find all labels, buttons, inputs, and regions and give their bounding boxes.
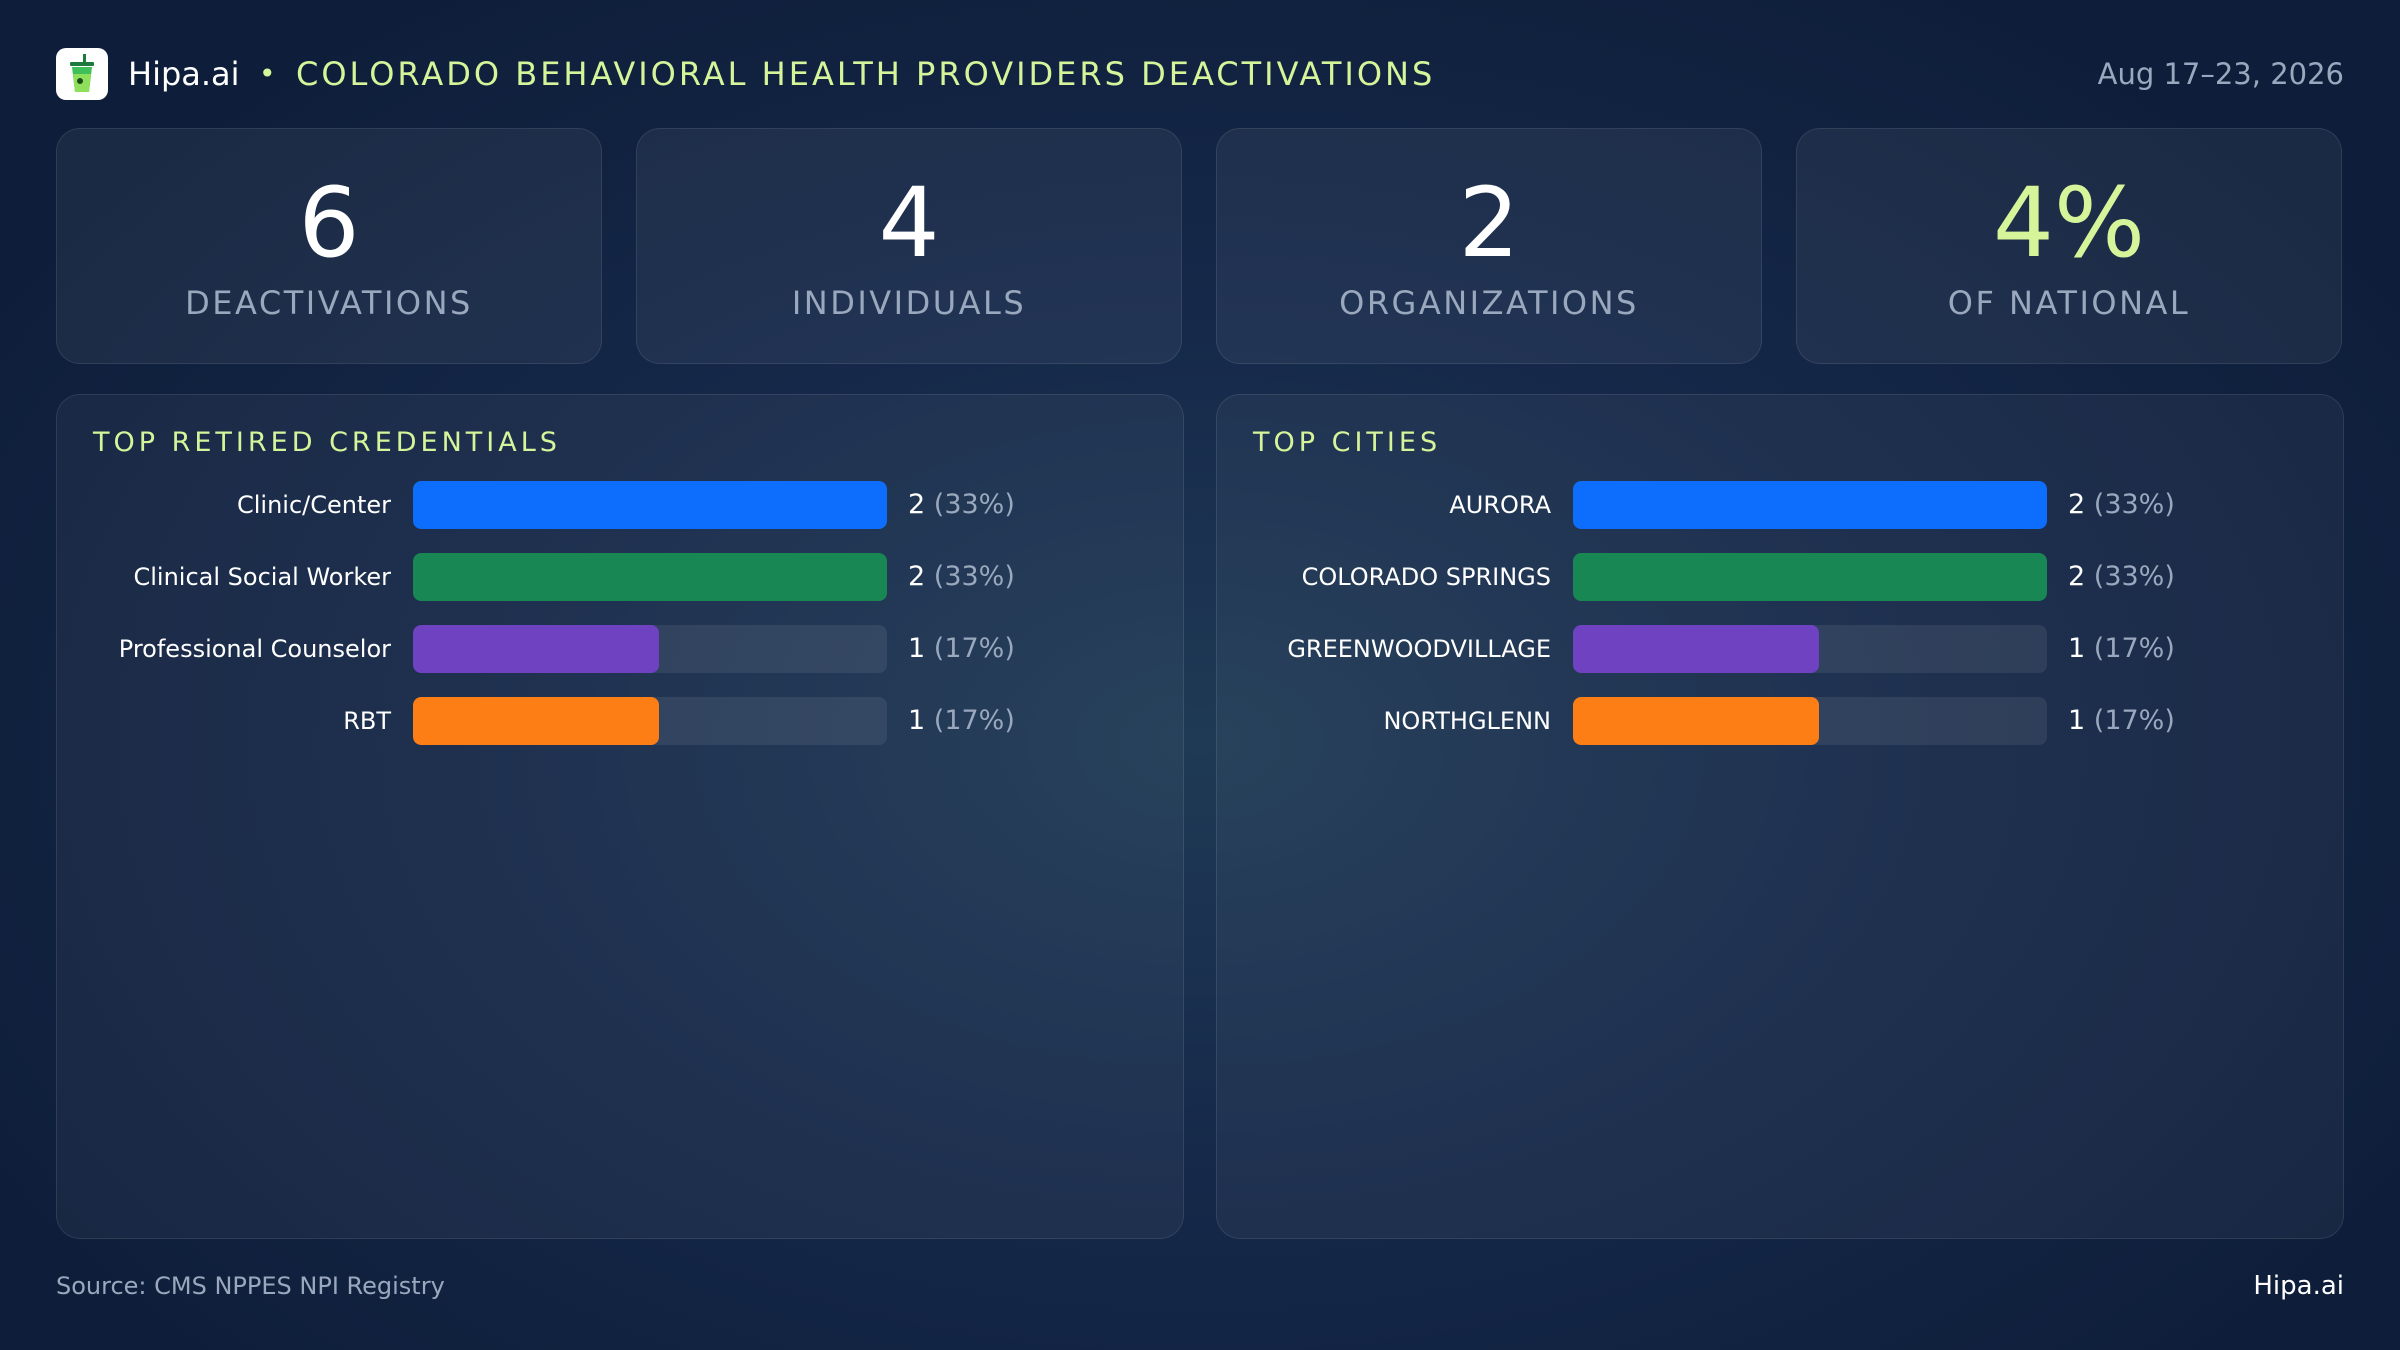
bar-value: 2 (908, 489, 926, 520)
bar-value-label: 2 (33%) (2068, 481, 2175, 529)
separator-dot: • (259, 57, 276, 90)
kpi-value: 6 (298, 167, 360, 279)
header: Hipa.ai • COLORADO BEHAVIORAL HEALTH PRO… (56, 48, 2344, 100)
bar-category-label: Clinical Social Worker (133, 563, 391, 591)
footer-brand: Hipa.ai (2253, 1271, 2344, 1301)
logo (56, 48, 108, 100)
date-range: Aug 17–23, 2026 (2097, 57, 2344, 91)
chart-panel-cities: TOP CITIES AURORA 2 (33%) COLORADO SPRINGS… (1216, 394, 2344, 1239)
bar (1573, 553, 2047, 601)
bar-track (1573, 625, 2047, 673)
bar (413, 625, 659, 673)
bar-row: RBT 1 (17%) (57, 697, 1183, 745)
bar-row: Clinic/Center 2 (33%) (57, 481, 1183, 529)
kpi-label: INDIVIDUALS (791, 284, 1027, 322)
bar-value: 2 (2068, 489, 2086, 520)
bar-track (1573, 553, 2047, 601)
bar-row: Clinical Social Worker 2 (33%) (57, 553, 1183, 601)
bar-row: GREENWOODVILLAGE 1 (17%) (1217, 625, 2343, 673)
bar-track (1573, 697, 2047, 745)
kpi-label: OF NATIONAL (1947, 284, 2191, 322)
bar-value-label: 1 (17%) (908, 697, 1015, 745)
bar-value: 1 (2068, 705, 2086, 736)
bar-percent: (33%) (933, 561, 1015, 592)
bar-value: 1 (908, 633, 926, 664)
bar-category-label: Professional Counselor (118, 635, 391, 663)
chart-panel-credentials: TOP RETIRED CREDENTIALS Clinic/Center 2 (… (56, 394, 1184, 1239)
bar-track (413, 553, 887, 601)
kpi-label: DEACTIVATIONS (185, 284, 473, 322)
chart-title: TOP RETIRED CREDENTIALS (93, 427, 561, 458)
bar-track (1573, 481, 2047, 529)
bar-track (413, 625, 887, 673)
kpi-value: 4 (878, 167, 940, 279)
bar-percent: (33%) (2093, 561, 2175, 592)
bar-row: COLORADO SPRINGS 2 (33%) (1217, 553, 2343, 601)
bar-category-label: RBT (343, 707, 391, 735)
bar-percent: (17%) (2093, 633, 2175, 664)
bar-category-label: NORTHGLENN (1383, 707, 1551, 735)
bar-percent: (17%) (933, 705, 1015, 736)
bar (1573, 481, 2047, 529)
kpi-value: 4% (1992, 167, 2146, 279)
brand-name: Hipa.ai (128, 55, 240, 93)
bar-category-label: COLORADO SPRINGS (1301, 563, 1551, 591)
kpi-card-individuals: 4 INDIVIDUALS (636, 128, 1182, 364)
bar (413, 553, 887, 601)
bar (413, 697, 659, 745)
page-title: COLORADO BEHAVIORAL HEALTH PROVIDERS DEA… (296, 55, 1436, 93)
drink-cup-icon (70, 54, 94, 92)
kpi-card-organizations: 2 ORGANIZATIONS (1216, 128, 1762, 364)
kpi-label: ORGANIZATIONS (1339, 284, 1639, 322)
bar-row: NORTHGLENN 1 (17%) (1217, 697, 2343, 745)
chart-title: TOP CITIES (1253, 427, 1442, 458)
kpi-card-deactivations: 6 DEACTIVATIONS (56, 128, 602, 364)
bar (1573, 697, 1819, 745)
bar-value-label: 2 (33%) (908, 553, 1015, 601)
bar-value-label: 1 (17%) (2068, 625, 2175, 673)
bar-value: 1 (908, 705, 926, 736)
bar (413, 481, 887, 529)
source-note: Source: CMS NPPES NPI Registry (56, 1272, 445, 1300)
bar-percent: (33%) (933, 489, 1015, 520)
bar-category-label: Clinic/Center (236, 491, 391, 519)
bar-percent: (17%) (2093, 705, 2175, 736)
bar-percent: (17%) (933, 633, 1015, 664)
kpi-card-of-national: 4% OF NATIONAL (1796, 128, 2342, 364)
bar-percent: (33%) (2093, 489, 2175, 520)
bar-category-label: AURORA (1449, 491, 1551, 519)
bar-value-label: 1 (17%) (2068, 697, 2175, 745)
bar-category-label: GREENWOODVILLAGE (1287, 635, 1551, 663)
bar-value: 2 (2068, 561, 2086, 592)
bar-row: AURORA 2 (33%) (1217, 481, 2343, 529)
bar-track (413, 697, 887, 745)
bar-track (413, 481, 887, 529)
bar-value-label: 1 (17%) (908, 625, 1015, 673)
bar (1573, 625, 1819, 673)
bar-value: 2 (908, 561, 926, 592)
bar-value-label: 2 (33%) (908, 481, 1015, 529)
bar-row: Professional Counselor 1 (17%) (57, 625, 1183, 673)
bar-value-label: 2 (33%) (2068, 553, 2175, 601)
kpi-value: 2 (1458, 167, 1520, 279)
bar-value: 1 (2068, 633, 2086, 664)
